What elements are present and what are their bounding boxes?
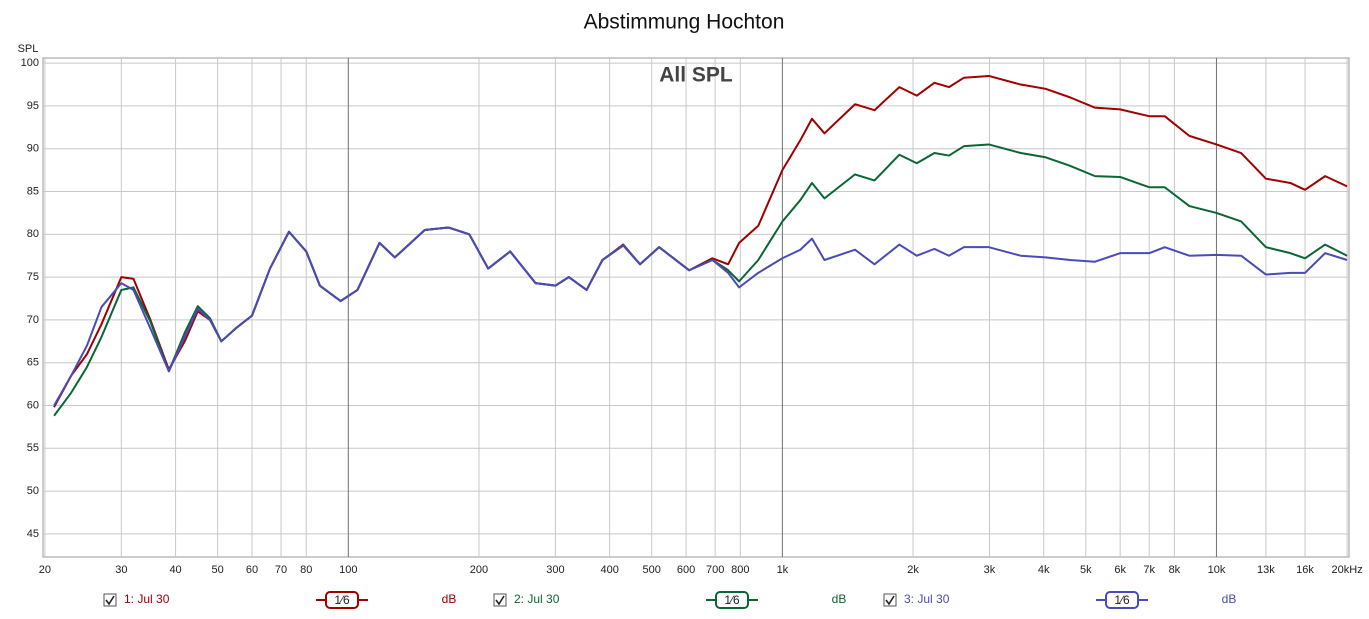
smoothing-label: 1⁄6 — [334, 593, 350, 607]
smoothing-label: 1⁄6 — [724, 593, 740, 607]
x-tick-label: 16k — [1296, 564, 1314, 576]
y-tick-label: 85 — [27, 185, 39, 197]
plot-area — [42, 57, 1350, 558]
data-line — [53, 226, 1348, 406]
y-tick-label: 60 — [27, 399, 39, 411]
legend-check — [495, 595, 505, 606]
y-tick-label: 80 — [27, 228, 39, 240]
x-tick-label: 20kHz — [1332, 564, 1363, 576]
x-tick-label: 800 — [731, 564, 749, 576]
x-tick-label: 400 — [600, 564, 618, 576]
legend-checkbox[interactable] — [103, 593, 117, 607]
x-tick-label: 70 — [275, 564, 287, 576]
legend-unit: dB — [442, 592, 457, 606]
x-tick-label: 6k — [1114, 564, 1126, 576]
x-tick-label: 700 — [706, 564, 724, 576]
legend-checkbox[interactable] — [883, 593, 897, 607]
legend-check — [885, 595, 895, 606]
legend-checkbox[interactable] — [493, 593, 507, 607]
x-tick-label: 300 — [546, 564, 564, 576]
smoothing-label: 1⁄6 — [1114, 593, 1130, 607]
x-tick-label: 20 — [39, 564, 51, 576]
x-tick-label: 8k — [1169, 564, 1181, 576]
y-tick-label: 55 — [27, 442, 39, 454]
x-tick-label: 60 — [246, 564, 258, 576]
x-tick-label: 200 — [470, 564, 488, 576]
y-axis-label: SPL — [18, 43, 39, 55]
x-tick-label: 3k — [984, 564, 996, 576]
x-tick-label: 600 — [677, 564, 695, 576]
x-tick-label: 40 — [169, 564, 181, 576]
x-tick-label: 1k — [777, 564, 789, 576]
smoothing-box[interactable] — [325, 591, 359, 609]
y-tick-label: 75 — [27, 271, 39, 283]
legend-unit: dB — [832, 592, 847, 606]
x-tick-label: 7k — [1143, 564, 1155, 576]
x-tick-label: 30 — [115, 564, 127, 576]
annotation: All SPL — [659, 64, 733, 87]
legend-label: 2: Jul 30 — [514, 592, 560, 606]
x-tick-label: 80 — [300, 564, 312, 576]
y-tick-label: 65 — [27, 357, 39, 369]
chart-title: Abstimmung Hochton — [584, 11, 785, 34]
y-tick-label: 70 — [27, 314, 39, 326]
legend-check — [105, 595, 115, 606]
y-tick-label: 100 — [21, 57, 39, 69]
legend-label: 1: Jul 30 — [124, 592, 170, 606]
smoothing-box[interactable] — [715, 591, 749, 609]
y-tick-label: 90 — [27, 143, 39, 155]
smoothing-box[interactable] — [1105, 591, 1139, 609]
y-tick-label: 95 — [27, 100, 39, 112]
y-tick-label: 50 — [27, 485, 39, 497]
x-tick-label: 5k — [1080, 564, 1092, 576]
x-tick-label: 13k — [1257, 564, 1275, 576]
x-tick-label: 100 — [339, 564, 357, 576]
legend-label: 3: Jul 30 — [904, 592, 950, 606]
x-tick-label: 10k — [1208, 564, 1226, 576]
legend-unit: dB — [1222, 592, 1237, 606]
x-tick-label: 50 — [212, 564, 224, 576]
x-tick-label: 500 — [643, 564, 661, 576]
x-tick-label: 4k — [1038, 564, 1050, 576]
y-tick-label: 45 — [27, 528, 39, 540]
x-tick-label: 2k — [907, 564, 919, 576]
